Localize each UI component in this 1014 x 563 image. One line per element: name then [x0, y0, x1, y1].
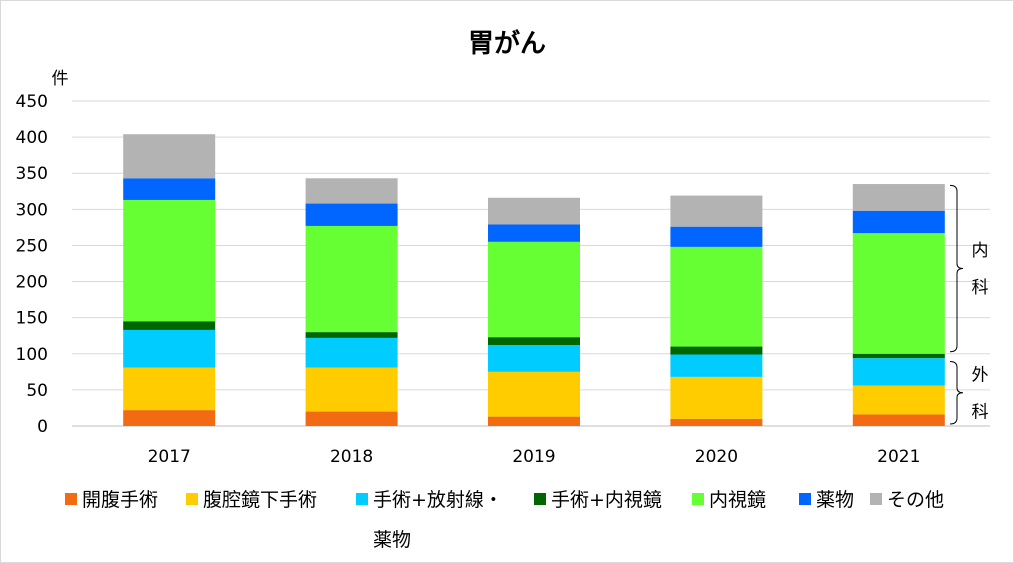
- bar-segment: [305, 225, 398, 333]
- bars: [123, 134, 945, 426]
- bar-segment: [488, 241, 580, 338]
- legend-label: 内視鏡: [709, 489, 766, 511]
- gridlines: [72, 100, 990, 427]
- bar-segment: [852, 353, 945, 359]
- y-tick-label: 350: [16, 164, 48, 184]
- bar-segment: [123, 178, 216, 200]
- y-axis-unit-label: 件: [52, 69, 69, 89]
- legend-label: 開腹手術: [82, 489, 158, 511]
- bar-segment: [305, 178, 398, 204]
- bar-segment: [488, 197, 580, 225]
- bar-segment: [670, 346, 763, 355]
- y-tick-label: 0: [37, 417, 48, 437]
- bracket: [949, 361, 964, 425]
- y-tick-label: 100: [16, 345, 48, 365]
- legend-swatch: [65, 493, 77, 505]
- bar-segment: [488, 345, 580, 372]
- y-tick-label: 200: [16, 273, 48, 293]
- bar-segment: [123, 329, 216, 368]
- legend-swatch: [356, 493, 368, 505]
- legend-label: 手術+内視鏡: [551, 489, 662, 511]
- bar-segment: [488, 337, 580, 346]
- y-axis-ticks: 0 50 100 150 200 250 300 350 400 450: [16, 92, 48, 437]
- legend-label-continued: 薬物: [373, 529, 411, 551]
- y-tick-label: 450: [16, 92, 48, 112]
- legend-label: 薬物: [816, 489, 854, 511]
- bar-segment: [852, 184, 945, 211]
- legend-swatch: [534, 493, 546, 505]
- bar-segment: [852, 210, 945, 234]
- legend-swatch: [870, 493, 882, 505]
- x-tick-label: 2018: [330, 447, 373, 467]
- bar-segment: [305, 337, 398, 368]
- bracket-label: 内: [972, 241, 989, 261]
- bar-segment: [305, 367, 398, 412]
- bracket-label: 科: [972, 402, 989, 422]
- bar-segment: [123, 410, 216, 426]
- bar-segment: [488, 224, 580, 242]
- chart-title: 胃がん: [468, 28, 546, 59]
- bracket: [949, 184, 964, 353]
- bar-segment: [123, 367, 216, 411]
- bar-segment: [670, 354, 763, 377]
- legend-swatch: [186, 493, 198, 505]
- legend-label: 腹腔鏡下手術: [203, 489, 317, 511]
- bar-segment: [852, 385, 945, 415]
- bar-segment: [305, 332, 398, 338]
- y-tick-label: 400: [16, 128, 48, 148]
- bar-segment: [852, 414, 945, 426]
- x-tick-label: 2017: [148, 447, 191, 467]
- bracket-label: 科: [972, 278, 989, 298]
- x-tick-label: 2020: [695, 447, 738, 467]
- bar-segment: [670, 226, 763, 247]
- bar-segment: [305, 411, 398, 426]
- bar-segment: [852, 233, 945, 354]
- legend-label: その他: [887, 489, 944, 511]
- y-tick-label: 250: [16, 236, 48, 256]
- x-axis-ticks: 2017 2018 2019 2020 2021: [148, 447, 921, 467]
- bar-segment: [305, 203, 398, 226]
- x-tick-label: 2021: [877, 447, 920, 467]
- bar-segment: [670, 246, 763, 347]
- legend-swatch: [799, 493, 811, 505]
- bar-segment: [670, 195, 763, 227]
- legend-label: 手術+放射線・: [373, 489, 503, 511]
- bar-segment: [670, 376, 763, 419]
- y-tick-label: 50: [26, 381, 48, 401]
- bar-segment: [123, 321, 216, 330]
- x-tick-label: 2019: [512, 447, 555, 467]
- bar-segment: [488, 371, 580, 417]
- bar-segment: [123, 199, 216, 322]
- bar-segment: [670, 418, 763, 426]
- y-tick-label: 300: [16, 200, 48, 220]
- bracket-label: 外: [972, 365, 989, 385]
- legend-swatch: [692, 493, 704, 505]
- bar-segment: [123, 134, 216, 179]
- bar-segment: [852, 358, 945, 386]
- bar-segment: [488, 416, 580, 426]
- y-tick-label: 150: [16, 309, 48, 329]
